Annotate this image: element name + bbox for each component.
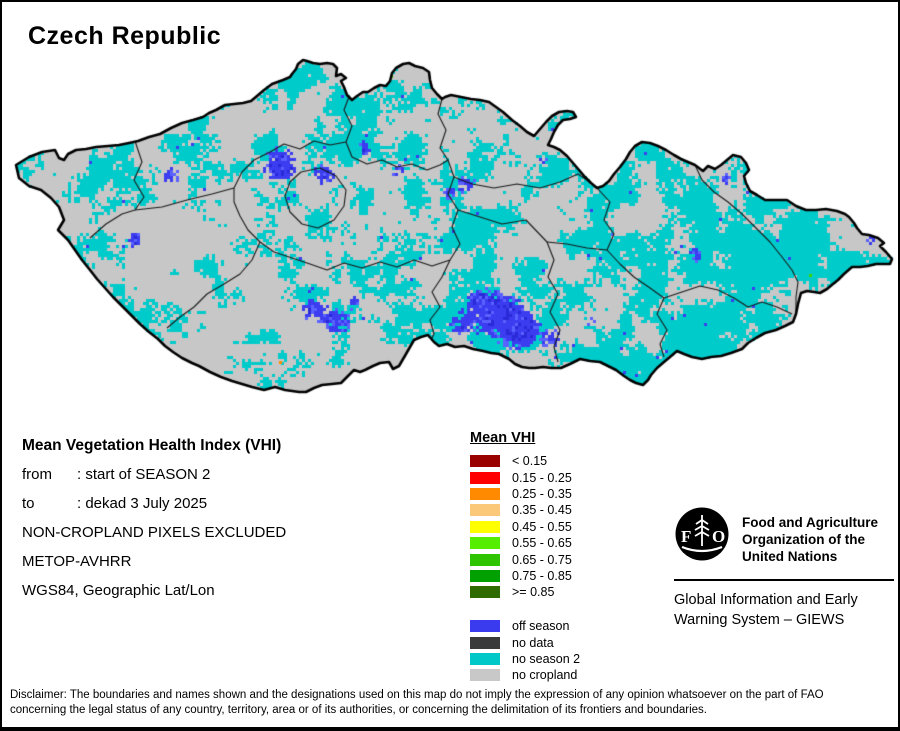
legend-row: no cropland [470, 667, 580, 683]
legend-swatch [470, 471, 500, 484]
info-value: : start of SEASON 2 [77, 466, 211, 483]
legend-label: 0.55 - 0.65 [512, 536, 572, 551]
legend-row: 0.15 - 0.25 [470, 469, 572, 485]
disclaimer: Disclaimer: The boundaries and names sho… [10, 688, 896, 718]
giews-subtitle-line: Warning System – GIEWS [674, 612, 845, 628]
legend-row: 0.45 - 0.55 [470, 519, 572, 535]
legend-label: no cropland [512, 668, 578, 683]
legend-swatch [470, 652, 500, 665]
info-value: : dekad 3 July 2025 [77, 495, 208, 512]
page-title: Czech Republic [28, 22, 222, 50]
legend-swatch [470, 537, 500, 550]
info-row-to: to : dekad 3 July 2025 [22, 494, 462, 523]
legend-row: off season [470, 618, 580, 634]
legend-row: no season 2 [470, 651, 580, 667]
legend-row: no data [470, 634, 580, 650]
legend-swatch [470, 553, 500, 566]
giews-subtitle-line: Global Information and Early [674, 592, 858, 608]
giews-subtitle: Global Information and Early Warning Sys… [674, 590, 894, 630]
fao-name: Food and Agriculture Organization of the… [730, 506, 878, 567]
legend-row: 0.55 - 0.65 [470, 535, 572, 551]
fao-name-line: Food and Agriculture [742, 515, 878, 530]
fao-logo: F O [674, 506, 730, 567]
disclaimer-line: concerning the legal status of any count… [10, 704, 707, 716]
legend-row: 0.75 - 0.85 [470, 568, 572, 584]
legend-swatch [470, 455, 500, 468]
info-line: NON-CROPLAND PIXELS EXCLUDED [22, 524, 287, 541]
legend-title: Mean VHI [470, 430, 536, 446]
legend-label: off season [512, 619, 570, 634]
legend-swatch [470, 586, 500, 599]
legend-label: 0.75 - 0.85 [512, 568, 572, 583]
vhi-map-canvas [2, 2, 898, 432]
legend-swatch [470, 487, 500, 500]
disclaimer-line: Disclaimer: The boundaries and names sho… [10, 689, 824, 701]
legend-row: 0.35 - 0.45 [470, 502, 572, 518]
svg-text:F: F [681, 527, 691, 546]
fao-name-line: United Nations [742, 549, 838, 564]
map-info-block: Mean Vegetation Health Index (VHI) from … [22, 436, 462, 610]
legend-row: 0.65 - 0.75 [470, 551, 572, 567]
fao-divider [674, 579, 894, 581]
fao-name-line: Organization of the [742, 532, 865, 547]
legend-row: < 0.15 [470, 453, 572, 469]
legend-label: >= 0.85 [512, 585, 555, 600]
legend-swatch [470, 669, 500, 682]
legend-label: 0.25 - 0.35 [512, 486, 572, 501]
svg-text:O: O [712, 527, 725, 546]
info-row-from: from : start of SEASON 2 [22, 465, 462, 494]
map-info-title: Mean Vegetation Health Index (VHI) [22, 437, 282, 454]
legend-label: no data [512, 635, 554, 650]
legend-label: 0.65 - 0.75 [512, 552, 572, 567]
fao-block: F O Food and Agriculture Organization of… [674, 506, 894, 630]
info-line: WGS84, Geographic Lat/Lon [22, 582, 215, 599]
legend-label: no season 2 [512, 651, 581, 666]
legend-row: 0.25 - 0.35 [470, 486, 572, 502]
vhi-legend: Mean VHI < 0.15 0.15 - 0.25 0.25 - 0.35 … [470, 430, 572, 601]
info-label: to [22, 495, 35, 512]
legend-swatch [470, 520, 500, 533]
legend-label: 0.35 - 0.45 [512, 503, 572, 518]
info-line: METOP-AVHRR [22, 553, 132, 570]
status-legend: off season no data no season 2 no cropla… [470, 618, 580, 684]
legend-label: < 0.15 [512, 454, 548, 469]
info-label: from [22, 466, 52, 483]
legend-swatch [470, 620, 500, 633]
legend-label: 0.15 - 0.25 [512, 470, 572, 485]
legend-label: 0.45 - 0.55 [512, 519, 572, 534]
legend-swatch [470, 636, 500, 649]
legend-swatch [470, 504, 500, 517]
legend-row: >= 0.85 [470, 584, 572, 600]
legend-swatch [470, 569, 500, 582]
